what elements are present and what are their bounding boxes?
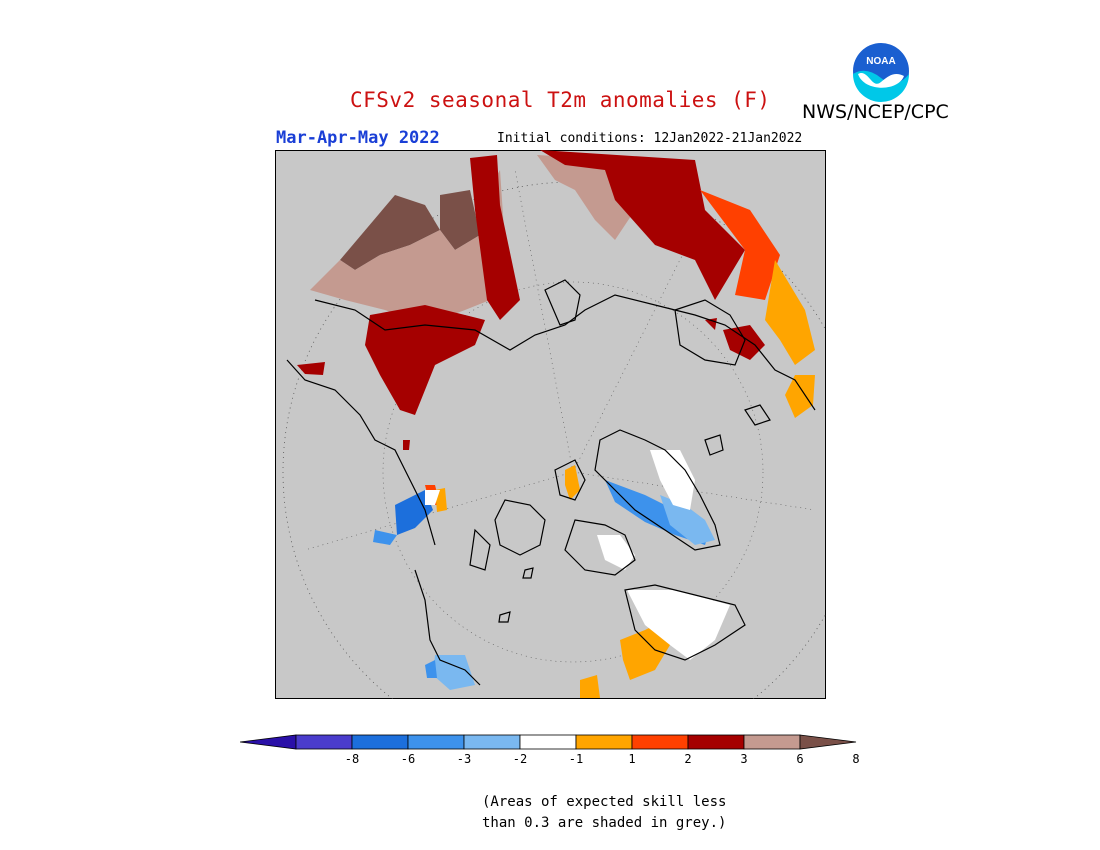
- anomaly-near-normal-region: [425, 450, 730, 660]
- colorbar-segment: [687, 734, 745, 750]
- initial-conditions-label: Initial conditions: 12Jan2022-21Jan2022: [497, 131, 803, 146]
- colorbar-tick-label: -8: [344, 752, 360, 766]
- colorbar: [240, 734, 857, 750]
- colorbar-segment: [575, 734, 633, 750]
- colorbar-arrow-high: [799, 734, 857, 750]
- colorbar-tick-label: 3: [740, 752, 748, 766]
- colorbar-tick-label: -3: [456, 752, 472, 766]
- latitude-circle: [282, 181, 826, 699]
- colorbar-segment: [351, 734, 409, 750]
- skill-note-line2: than 0.3 are shaded in grey.): [482, 815, 727, 831]
- colorbar-segment: [519, 734, 577, 750]
- anomaly-1to2-region: [435, 260, 815, 698]
- meridian: [572, 471, 816, 511]
- skill-note: (Areas of expected skill less than 0.3 a…: [482, 792, 726, 834]
- anomaly-neg-region: [373, 480, 715, 690]
- latitude-circle: [382, 281, 764, 663]
- polar-map: [275, 150, 826, 699]
- colorbar-segment: [407, 734, 465, 750]
- colorbar-segment: [743, 734, 801, 750]
- colorbar-segment: [463, 734, 521, 750]
- colorbar-segment: [295, 734, 353, 750]
- noaa-logo-text: NOAA: [866, 56, 895, 67]
- anomaly-gt8-region: [340, 190, 480, 270]
- noaa-logo: NOAA: [851, 41, 911, 102]
- colorbar-tick-label: 2: [684, 752, 692, 766]
- colorbar-tick-label: -6: [400, 752, 416, 766]
- colorbar-arrow-low: [240, 734, 297, 750]
- agency-label: NWS/NCEP/CPC: [802, 101, 949, 123]
- coastlines: [286, 279, 816, 686]
- colorbar-tick-label: 1: [628, 752, 636, 766]
- season-label: Mar-Apr-May 2022: [276, 128, 440, 148]
- skill-note-line1: (Areas of expected skill less: [482, 794, 727, 810]
- colorbar-tick-label: 6: [796, 752, 804, 766]
- colorbar-tick-label: 8: [852, 752, 860, 766]
- colorbar-tick-label: -2: [512, 752, 528, 766]
- meridian: [572, 229, 696, 473]
- colorbar-segment: [631, 734, 689, 750]
- colorbar-tick-label: -1: [568, 752, 584, 766]
- map-title: CFSv2 seasonal T2m anomalies (F): [350, 88, 771, 112]
